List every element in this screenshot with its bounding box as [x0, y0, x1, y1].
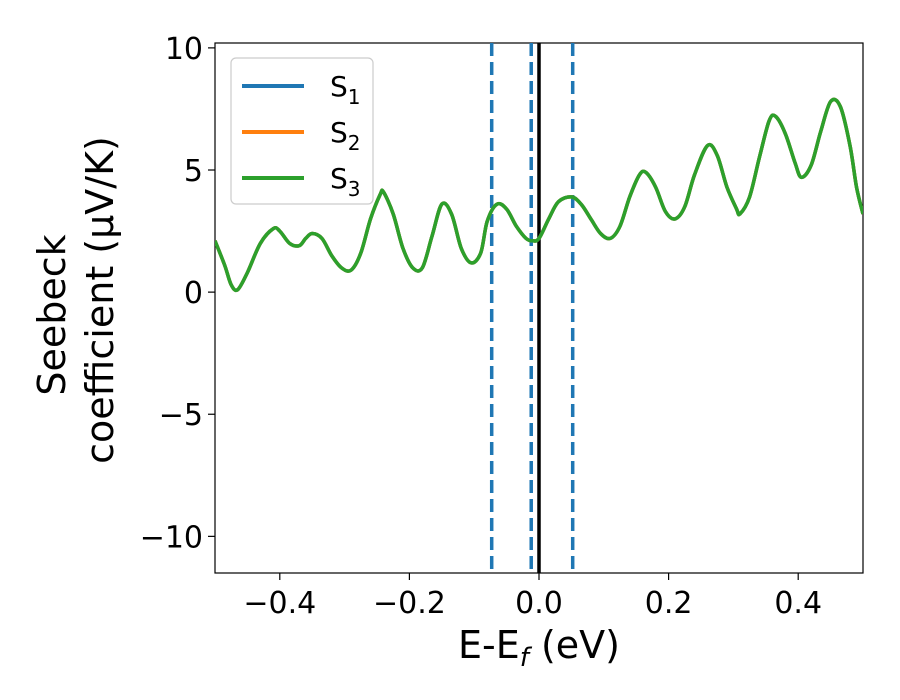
vertical-reference-lines: [489, 43, 575, 573]
y-tick-label: −10: [140, 520, 203, 555]
y-axis-ticks: −10 −5 0 5 10: [140, 32, 215, 555]
x-axis-title-tail: (eV): [529, 623, 620, 667]
x-axis-title: E-Ef (eV): [458, 623, 620, 673]
x-tick-label: 0.0: [515, 586, 563, 621]
y-axis-title-line1: Seebeck: [30, 234, 74, 395]
legend: S1 S2 S3: [230, 57, 374, 205]
legend-label-s3: S3: [330, 162, 361, 201]
x-tick-label: −0.2: [373, 586, 446, 621]
y-tick-label: 0: [184, 276, 203, 311]
series-line-s3: [215, 97, 863, 293]
x-tick-label: 0.2: [645, 586, 693, 621]
y-tick-label: 10: [165, 32, 203, 67]
y-tick-label: −5: [159, 398, 203, 433]
series-lines: [215, 97, 863, 293]
x-tick-label: −0.4: [243, 586, 316, 621]
legend-label-s1: S1: [330, 70, 361, 109]
y-tick-label: 5: [184, 154, 203, 189]
x-axis-title-main: E-E: [458, 623, 520, 667]
x-tick-label: 0.4: [774, 586, 822, 621]
x-axis-ticks: −0.4 −0.2 0.0 0.2 0.4: [243, 573, 822, 621]
legend-label-s2: S2: [330, 116, 361, 155]
y-axis-title-line2: coefficient (μV/K): [78, 136, 122, 464]
y-axis-title: Seebeck coefficient (μV/K): [30, 136, 122, 464]
